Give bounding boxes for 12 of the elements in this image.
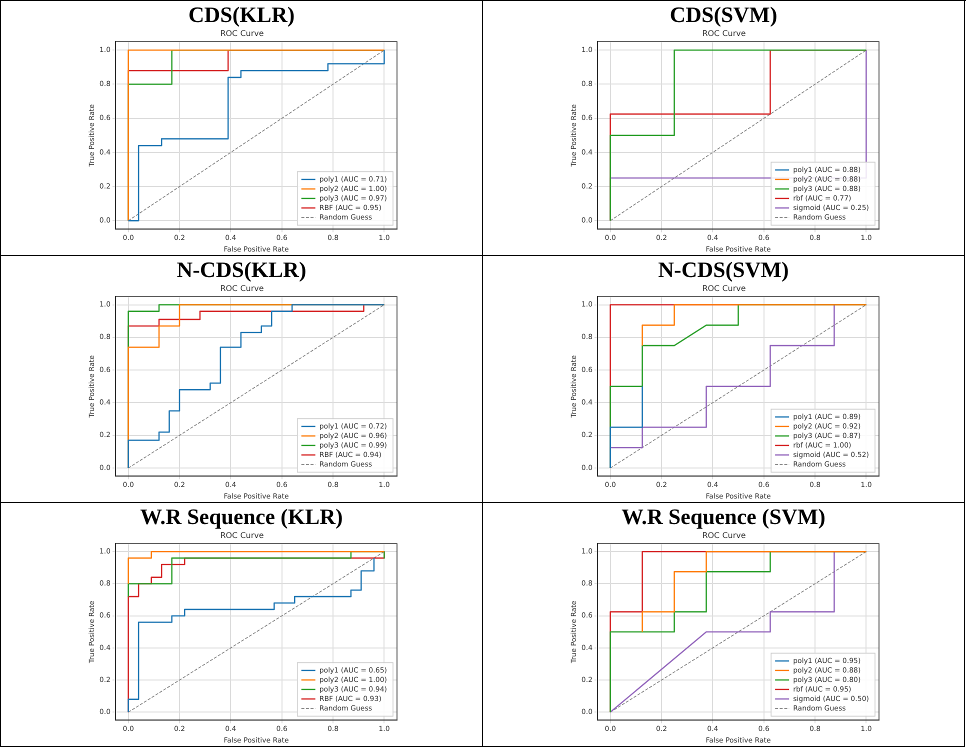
chart-title: W.R Sequence (SVM) bbox=[620, 503, 826, 531]
chart-subtitle: ROC Curve bbox=[220, 530, 264, 540]
chart-title: N-CDS(KLR) bbox=[176, 256, 308, 284]
chart-subtitle: ROC Curve bbox=[702, 284, 746, 293]
chart-subtitle: ROC Curve bbox=[702, 28, 746, 38]
chart-subtitle: ROC Curve bbox=[702, 530, 746, 540]
chart-title: CDS(SVM) bbox=[668, 1, 778, 29]
chart-title: CDS(KLR) bbox=[187, 1, 296, 29]
chart-subtitle: ROC Curve bbox=[220, 284, 264, 293]
chart-title: W.R Sequence (KLR) bbox=[139, 503, 344, 531]
chart-subtitle: ROC Curve bbox=[220, 28, 264, 38]
chart-title: N-CDS(SVM) bbox=[657, 256, 790, 284]
